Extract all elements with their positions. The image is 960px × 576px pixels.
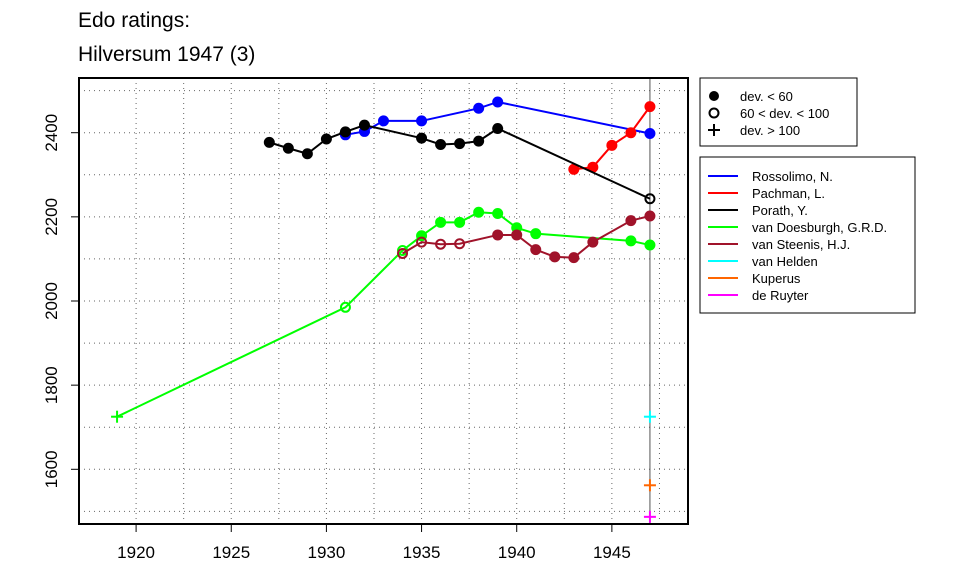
data-point [320, 133, 332, 145]
series-1 [568, 101, 656, 175]
legend-markers: dev. < 60 60 < dev. < 100 dev. > 100 [699, 77, 858, 147]
y-tick-label: 1600 [42, 450, 61, 488]
series-2 [263, 119, 656, 205]
x-tick-label: 1935 [403, 543, 441, 562]
data-point [301, 148, 313, 160]
data-point [625, 215, 637, 227]
data-point [473, 206, 485, 218]
data-point [435, 138, 447, 150]
chart-title-line2: Hilversum 1947 (3) [78, 43, 256, 66]
legend-player-label: Kuperus [752, 271, 801, 286]
data-point [492, 207, 504, 219]
data-point [454, 216, 466, 228]
series-4 [397, 210, 656, 264]
data-point [358, 119, 370, 131]
data-point [644, 239, 656, 251]
data-point-open [339, 301, 351, 313]
series-line [402, 215, 651, 259]
data-point [454, 138, 466, 150]
y-tick-label: 2200 [42, 198, 61, 236]
legend-marker-label: 60 < dev. < 100 [740, 106, 829, 121]
series-6 [643, 479, 656, 492]
data-point [549, 251, 561, 263]
y-tick-label: 2400 [42, 114, 61, 152]
data-point-open [644, 193, 656, 205]
data-point [492, 96, 504, 108]
data-point-plus [643, 510, 656, 523]
x-tick-label: 1940 [498, 543, 536, 562]
x-tick-label: 1920 [117, 543, 155, 562]
legend-marker-open [708, 107, 720, 119]
series-3 [111, 206, 656, 423]
series-line [116, 211, 651, 418]
data-point [339, 126, 351, 138]
data-point [644, 128, 656, 140]
data-point [473, 102, 485, 114]
data-point [492, 229, 504, 241]
data-point [282, 142, 294, 154]
chart-title-line1: Edo ratings: [78, 9, 191, 32]
legend-player-label: van Helden [752, 254, 818, 269]
legend-player-label: Pachman, L. [752, 186, 825, 201]
legend-players-box [699, 156, 916, 314]
data-point-plus [111, 410, 124, 423]
legend-marker-label: dev. > 100 [740, 123, 800, 138]
data-point [530, 244, 542, 256]
x-tick-label: 1945 [593, 543, 631, 562]
x-tick-label: 1925 [212, 543, 250, 562]
data-point-open [416, 236, 428, 248]
plot-frame [78, 77, 689, 525]
data-point [587, 236, 599, 248]
data-point-plus [643, 410, 656, 423]
legend-player-label: de Ruyter [752, 288, 809, 303]
data-point-plus [643, 479, 656, 492]
legend-player-label: Porath, Y. [752, 203, 808, 218]
data-point [492, 122, 504, 134]
legend-marker-label: dev. < 60 [740, 89, 793, 104]
grid-lines [79, 78, 688, 524]
legend-markers-box [699, 77, 858, 147]
series-line [573, 106, 651, 171]
data-point [511, 229, 523, 241]
legend-player-label: Rossolimo, N. [752, 169, 833, 184]
legend-player-label: van Steenis, H.J. [752, 237, 850, 252]
data-point [378, 115, 389, 127]
data-point [530, 228, 542, 240]
series-7 [643, 510, 656, 523]
y-tick-label: 1800 [42, 366, 61, 404]
data-point [625, 127, 637, 139]
data-point [416, 132, 428, 144]
series-0 [339, 96, 656, 141]
y-tick-label: 2000 [42, 282, 61, 320]
data-point [435, 216, 447, 228]
data-point [644, 210, 656, 222]
legend-players: Rossolimo, N. Pachman, L. Porath, Y. van Do… [699, 156, 916, 314]
data-point-open [454, 238, 466, 250]
data-point-open [435, 238, 447, 250]
legend-player-label: van Doesburgh, G.R.D. [752, 220, 887, 235]
series-5 [643, 410, 656, 423]
data-point [606, 139, 618, 151]
data-point-open [397, 247, 409, 259]
x-tick-label: 1930 [307, 543, 345, 562]
data-point [568, 252, 580, 264]
data-point [263, 136, 275, 148]
legend-marker-filled [709, 91, 719, 101]
data-point [644, 101, 656, 113]
data-point [416, 115, 428, 127]
data-point [473, 135, 485, 147]
data-point [625, 235, 637, 247]
